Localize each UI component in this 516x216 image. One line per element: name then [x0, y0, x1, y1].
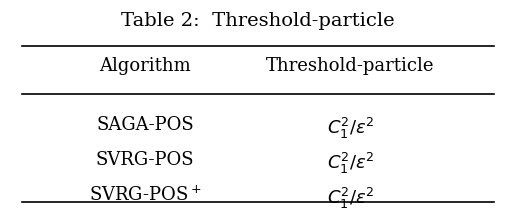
Text: $C_1^2/\varepsilon^2$: $C_1^2/\varepsilon^2$	[327, 116, 374, 141]
Text: Algorithm: Algorithm	[99, 57, 191, 75]
Text: SAGA-POS: SAGA-POS	[96, 116, 194, 134]
Text: SVRG-POS$^+$: SVRG-POS$^+$	[89, 186, 201, 205]
Text: $C_1^2/\varepsilon^2$: $C_1^2/\varepsilon^2$	[327, 151, 374, 176]
Text: Threshold-particle: Threshold-particle	[266, 57, 434, 75]
Text: SVRG-POS: SVRG-POS	[96, 151, 195, 169]
Text: $C_1^2/\varepsilon^2$: $C_1^2/\varepsilon^2$	[327, 186, 374, 211]
Text: Table 2:  Threshold-particle: Table 2: Threshold-particle	[121, 12, 395, 30]
